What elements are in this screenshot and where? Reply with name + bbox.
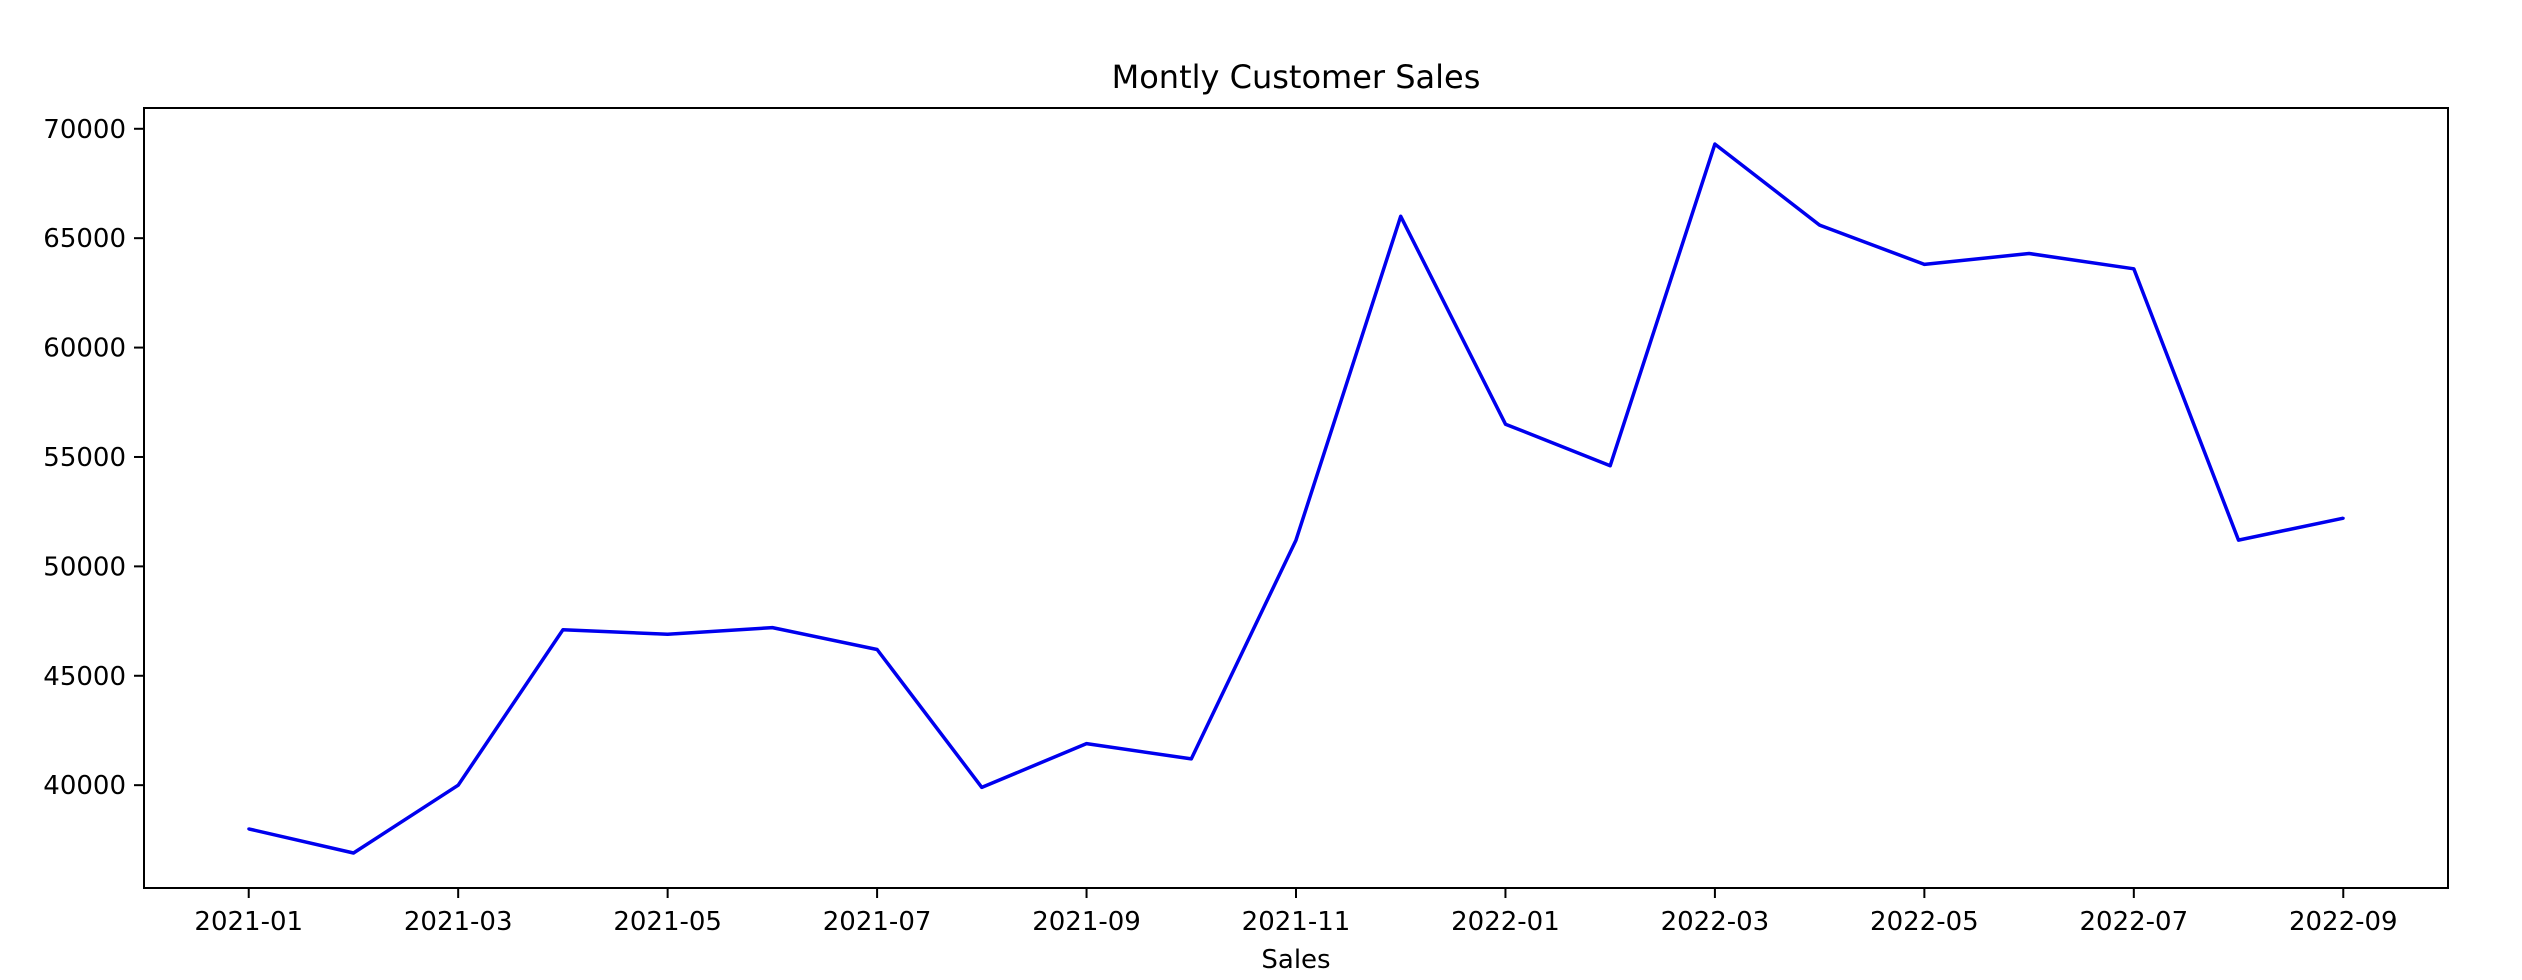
data-point bbox=[2341, 516, 2345, 520]
data-point bbox=[980, 785, 984, 789]
data-point bbox=[1922, 262, 1926, 266]
data-point bbox=[1503, 422, 1507, 426]
series-layer bbox=[247, 142, 2345, 855]
y-tick-label: 50000 bbox=[43, 552, 126, 582]
data-point bbox=[247, 827, 251, 831]
x-tick-label: 2021-07 bbox=[823, 907, 932, 937]
data-point bbox=[456, 783, 460, 787]
plot-area-frame bbox=[143, 107, 2449, 889]
x-tick-label: 2022-09 bbox=[2289, 907, 2398, 937]
x-axis-ticks: 2021-01 2021-03 2021-05 2021-07 2021-09 2021-… bbox=[194, 888, 2398, 937]
y-tick-label: 45000 bbox=[43, 662, 126, 692]
y-tick-label: 60000 bbox=[43, 334, 126, 364]
x-tick-label: 2021-09 bbox=[1032, 907, 1141, 937]
data-point bbox=[1189, 757, 1193, 761]
data-point bbox=[1085, 742, 1089, 746]
data-point bbox=[875, 648, 879, 652]
data-point bbox=[1399, 214, 1403, 218]
y-tick-label: 40000 bbox=[43, 771, 126, 801]
x-tick-label: 2022-07 bbox=[2079, 907, 2188, 937]
data-point bbox=[561, 628, 565, 632]
x-tick-label: 2022-01 bbox=[1451, 907, 1560, 937]
y-tick-label: 55000 bbox=[43, 443, 126, 473]
chart-title: Montly Customer Sales bbox=[1112, 58, 1481, 96]
x-tick-label: 2022-03 bbox=[1661, 907, 1770, 937]
data-point bbox=[770, 626, 774, 630]
x-axis-label: Sales bbox=[1261, 945, 1330, 975]
data-point bbox=[2237, 538, 2241, 542]
x-tick-label: 2022-05 bbox=[1870, 907, 1979, 937]
data-point bbox=[351, 851, 355, 855]
data-point bbox=[1294, 538, 1298, 542]
data-point bbox=[666, 632, 670, 636]
y-tick-label: 70000 bbox=[43, 115, 126, 145]
data-point bbox=[2132, 267, 2136, 271]
data-point bbox=[1608, 464, 1612, 468]
y-axis-ticks: 40000 45000 50000 55000 60000 65000 70000 bbox=[43, 115, 144, 801]
x-tick-label: 2021-11 bbox=[1242, 907, 1351, 937]
x-tick-label: 2021-03 bbox=[404, 907, 513, 937]
data-point bbox=[2027, 251, 2031, 255]
data-point bbox=[1818, 223, 1822, 227]
x-tick-label: 2021-05 bbox=[613, 907, 722, 937]
data-point bbox=[1713, 142, 1717, 146]
series-line-0 bbox=[248, 142, 2344, 855]
y-tick-label: 65000 bbox=[43, 224, 126, 254]
x-tick-label: 2021-01 bbox=[194, 907, 303, 937]
